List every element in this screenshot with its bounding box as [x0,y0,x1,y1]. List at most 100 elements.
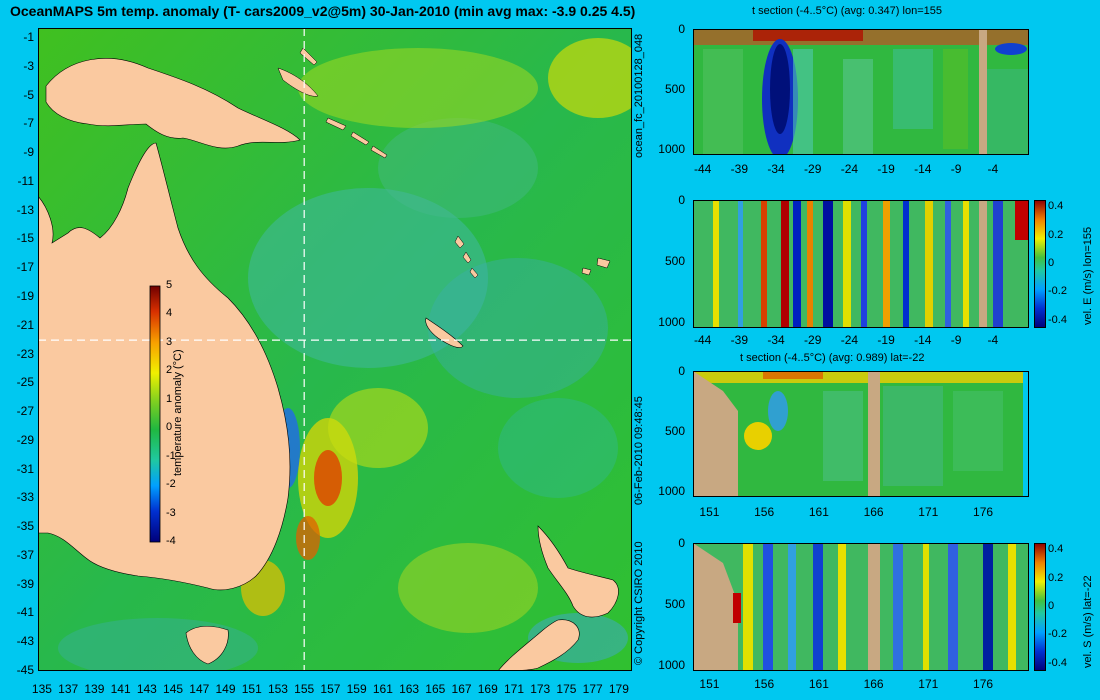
tasmania-land [185,625,229,665]
vel-colorbar-tick-label: -0.2 [1048,628,1067,641]
vel-s-label: vel. S (m/s) lat=-22 [1082,575,1094,668]
section-x-tick-label: -14 [914,333,932,347]
lon-tick-label: 139 [84,682,105,696]
lat-tick-label: -3 [23,58,34,73]
lon-tick-label: 155 [294,682,315,696]
lon-tick-label: 179 [608,682,629,696]
lat-tick-label: -37 [16,547,34,562]
vel-s-section-lat-22[interactable] [693,543,1029,671]
lat-tick-label: -5 [23,87,34,102]
lon-tick-label: 161 [372,682,393,696]
lat-tick-label: -17 [16,260,34,275]
lat-tick-label: -29 [16,432,34,447]
lat-tick-label: -35 [16,519,34,534]
depth-tick-label: 0 [678,193,685,207]
temp-section-lat-22[interactable] [693,371,1029,497]
map-title: OceanMAPS 5m temp. anomaly (T- cars2009_… [10,3,636,19]
section-x-tick-label: 176 [973,505,994,519]
vel-colorbar-tick-label: 0.2 [1048,571,1064,584]
section-x-tick-label: -34 [767,333,785,347]
solomon-islands [325,117,388,159]
lon-tick-label: 169 [477,682,498,696]
lat-tick-label: -21 [16,317,34,332]
vel-colorbar-tick-label: 0.2 [1048,228,1064,241]
date-text: 06-Feb-2010 09:48:45 [633,396,645,505]
lon-tick-label: 137 [58,682,79,696]
lon-tick-label: 145 [163,682,184,696]
lat-tick-label: -19 [16,288,34,303]
section-x-tick-label: -19 [877,162,895,176]
section-x-tick-label: 156 [754,677,775,691]
lon-tick-label: 141 [110,682,131,696]
lon-tick-label: 153 [267,682,288,696]
section-x-tick-label: -29 [804,162,822,176]
panel2-features [713,200,1029,328]
section-x-tick-label: -4 [987,162,999,176]
new-guinea-land [45,58,301,149]
run-id-text: ocean_fc_20100128_048 [633,33,645,158]
temp-section-lon155[interactable] [693,29,1029,155]
section-x-tick-label: -44 [694,333,712,347]
colorbar-tick-label: 3 [166,335,173,348]
section-x-tick-label: -39 [730,333,749,347]
section-x-tick-label: -24 [840,162,859,176]
bismarck-islands [277,47,319,97]
colorbar-tick-label: 2 [166,364,173,377]
lat-tick-label: -23 [16,346,34,361]
lon-tick-label: 177 [582,682,603,696]
lon-tick-label: 167 [451,682,472,696]
temperature-anomaly-map[interactable] [38,28,632,671]
vel-colorbar-tick-label: -0.2 [1048,285,1067,298]
colorbar-tick-label: -3 [166,506,176,519]
new-caledonia-land [425,317,464,348]
section-x-tick-label: 161 [808,677,829,691]
lat-tick-label: -31 [16,461,34,476]
depth-tick-label: 500 [664,596,685,611]
colorbar [149,285,161,543]
lon-tick-label: 157 [320,682,341,696]
vanuatu-islands [454,235,479,279]
lat-tick-label: -39 [16,576,34,591]
section-x-tick-label: 166 [863,677,884,691]
panel4-features [693,543,1016,671]
colorbar-tick-label: -1 [166,449,176,462]
section-x-tick-label: -19 [877,333,895,347]
lat-tick-label: -45 [16,663,34,677]
lat-tick-label: -11 [17,173,34,188]
panel3-title: t section (-4..5°C) (avg: 0.989) lat=-22 [740,352,925,364]
fiji-islands [581,257,611,276]
lon-tick-label: 149 [215,682,236,696]
section-x-tick-label: 156 [754,505,775,519]
australia-land [38,142,291,591]
panel3-features [693,371,1029,497]
section-x-tick-label: 151 [699,505,720,519]
lat-tick-label: -41 [16,605,34,620]
lon-tick-label: 165 [425,682,446,696]
section-x-tick-label: -9 [950,162,962,176]
lon-tick-label: 175 [556,682,577,696]
lon-tick-label: 135 [31,682,52,696]
colorbar-tick-label: -2 [166,478,176,491]
lat-tick-label: -27 [16,404,34,419]
lat-tick-label: -9 [23,145,34,160]
vel-colorbar-tick-label: 0.4 [1048,200,1064,213]
depth-tick-label: 0 [678,22,685,36]
depth-tick-label: 1000 [658,314,685,329]
depth-tick-label: 1000 [658,142,685,156]
depth-tick-label: 1000 [658,484,685,498]
lon-tick-label: 173 [530,682,551,696]
depth-tick-label: 500 [664,253,685,268]
depth-tick-label: 0 [678,536,685,550]
vel-colorbar-tick-label: 0 [1048,600,1055,612]
lat-tick-label: -13 [16,202,34,217]
vel-e-section-lon155[interactable] [693,200,1029,328]
section-x-tick-label: -34 [767,162,785,176]
panel1-features [693,29,1029,155]
depth-tick-label: 0 [678,364,685,378]
colorbar-tick-label: 1 [166,392,173,405]
section-x-tick-label: 161 [808,505,829,519]
lat-tick-label: -33 [16,490,34,505]
lon-tick-label: 171 [503,682,525,696]
section-x-tick-label: -24 [840,333,859,347]
vel-e-label: vel. E (m/s) lon=155 [1082,226,1094,325]
